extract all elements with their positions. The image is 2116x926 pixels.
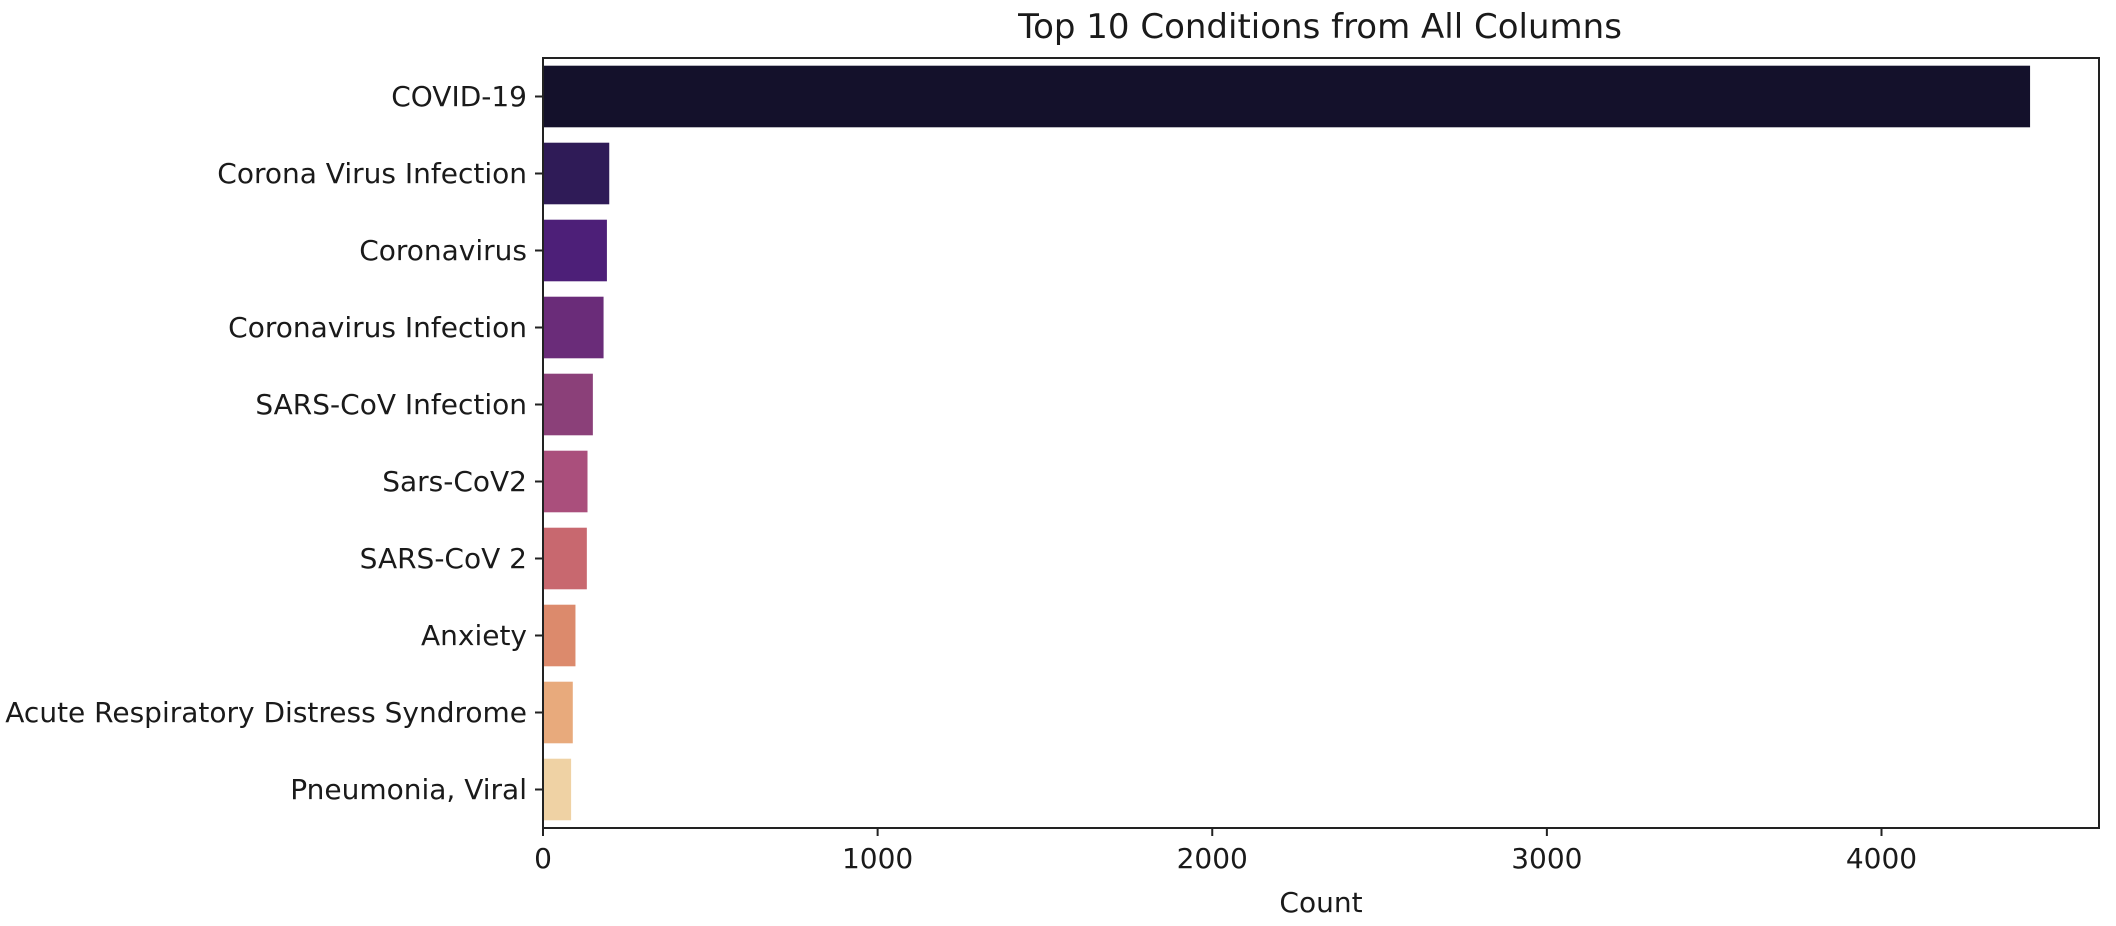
category-label-corona-virus-infection: Corona Virus Infection — [217, 157, 527, 190]
bars-group — [543, 65, 2031, 821]
category-label-sars-cov2: Sars-CoV2 — [382, 465, 527, 498]
bar-sars-cov-infection — [543, 373, 593, 436]
category-label-anxiety: Anxiety — [421, 619, 527, 652]
x-tick-label-1000: 1000 — [842, 842, 913, 875]
bar-coronavirus-infection — [543, 296, 604, 359]
category-label-pneumonia-viral: Pneumonia, Viral — [290, 773, 527, 806]
category-label-covid-19: COVID-19 — [391, 80, 527, 113]
bar-covid-19 — [543, 65, 2031, 128]
bar-pneumonia-viral — [543, 758, 572, 821]
x-tick-label-3000: 3000 — [1511, 842, 1582, 875]
plot-frame — [542, 57, 2100, 829]
bar-acute-respiratory-distress-syndrome — [543, 681, 573, 744]
category-label-acute-respiratory-distress-syndrome: Acute Respiratory Distress Syndrome — [5, 696, 527, 729]
category-labels-group: COVID-19 Corona Virus Infection Coronaviru… — [5, 80, 543, 806]
category-label-sars-cov-2: SARS-CoV 2 — [360, 542, 527, 575]
chart-title: Top 10 Conditions from All Columns — [1017, 7, 1622, 47]
category-label-coronavirus: Coronavirus — [359, 234, 527, 267]
x-tick-label-4000: 4000 — [1846, 842, 1917, 875]
x-tick-label-0: 0 — [534, 842, 552, 875]
bar-anxiety — [543, 604, 576, 667]
bar-sars-cov-2 — [543, 527, 587, 590]
x-ticks-group: 0 1000 2000 3000 4000 — [534, 828, 1917, 875]
x-tick-label-2000: 2000 — [1177, 842, 1248, 875]
category-label-sars-cov-infection: SARS-CoV Infection — [255, 388, 527, 421]
bar-coronavirus — [543, 219, 607, 282]
category-label-coronavirus-infection: Coronavirus Infection — [228, 311, 527, 344]
x-axis-label: Count — [1279, 886, 1362, 919]
bar-corona-virus-infection — [543, 142, 610, 205]
bar-sars-cov2 — [543, 450, 588, 513]
